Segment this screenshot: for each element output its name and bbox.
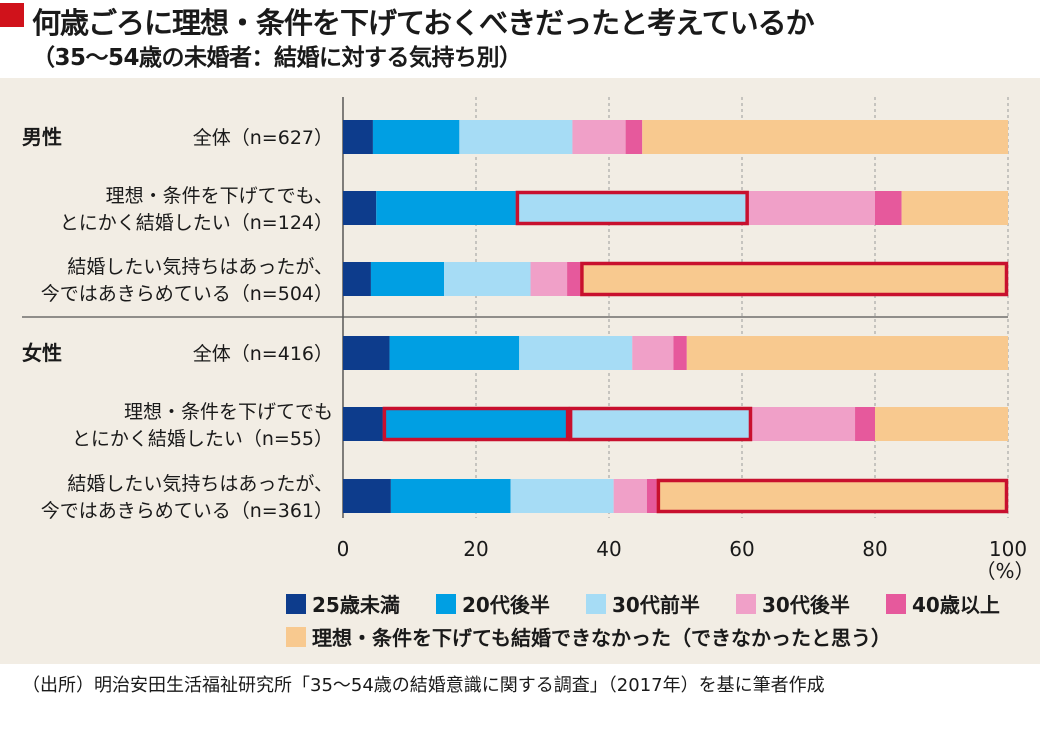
row-label: 全体（n=627） xyxy=(193,127,333,149)
bar-segment xyxy=(875,407,1008,441)
legend-swatch xyxy=(886,594,906,614)
bar-segment xyxy=(343,407,383,441)
x-tick-label: 20 xyxy=(463,537,488,561)
legend-label: 20代後半 xyxy=(462,593,550,617)
bar-segment xyxy=(686,336,1008,370)
row-label: 理想・条件を下げてでも xyxy=(124,401,333,423)
bar-segment xyxy=(625,120,643,154)
bar-segment xyxy=(567,262,581,296)
bar-segment xyxy=(642,120,1008,154)
bar-segment xyxy=(748,191,875,225)
bar-segment xyxy=(459,120,573,154)
row-label: 今ではあきらめている（n=361） xyxy=(41,500,333,522)
bar-segment xyxy=(382,407,570,441)
legend-label: 30代後半 xyxy=(762,593,850,617)
legend-swatch xyxy=(286,594,306,614)
legend-label: 30代前半 xyxy=(612,593,700,617)
row-label: 結婚したい気持ちはあったが、 xyxy=(67,473,333,495)
bar-segment xyxy=(343,191,377,225)
x-tick-label: 80 xyxy=(862,537,887,561)
bar-segment xyxy=(572,120,626,154)
bar-segment xyxy=(569,407,752,441)
bar-segment xyxy=(444,262,531,296)
legend-swatch xyxy=(286,627,306,647)
chart-title: 何歳ごろに理想・条件を下げておくべきだったと考えているか xyxy=(32,6,815,40)
bar-segment xyxy=(901,191,1008,225)
bar-segment xyxy=(855,407,875,441)
legend-label: 25歳未満 xyxy=(312,593,400,617)
row-label: とにかく結婚したい（n=55） xyxy=(72,428,333,450)
bar-segment xyxy=(389,336,520,370)
highlight-box xyxy=(515,190,749,226)
bar-segment xyxy=(343,479,391,513)
x-tick-label: 40 xyxy=(596,537,621,561)
highlight-box xyxy=(568,406,753,442)
bar-segment xyxy=(510,479,614,513)
legend-label: 40歳以上 xyxy=(912,593,1000,617)
row-label: 理想・条件を下げてでも、 xyxy=(106,185,333,207)
x-tick-label: 0 xyxy=(337,537,350,561)
chart-background xyxy=(0,78,1040,664)
bar-segment xyxy=(515,191,749,225)
group-label: 女性 xyxy=(22,341,62,365)
bar-segment xyxy=(343,336,390,370)
bar-segment xyxy=(343,120,373,154)
row-label: 今ではあきらめている（n=504） xyxy=(41,283,333,305)
legend-label: 理想・条件を下げても結婚できなかった（できなかったと思う） xyxy=(312,626,891,650)
legend-swatch xyxy=(436,594,456,614)
bar-segment xyxy=(519,336,633,370)
title-area: 何歳ごろに理想・条件を下げておくべきだったと考えているか （35〜54歳の未婚者… xyxy=(0,0,1040,78)
bar-segment xyxy=(372,120,460,154)
title-marker xyxy=(0,3,24,27)
bar-segment xyxy=(613,479,647,513)
row-label: 結婚したい気持ちはあったが、 xyxy=(67,256,333,278)
group-label: 男性 xyxy=(22,125,62,149)
legend-swatch xyxy=(586,594,606,614)
bar-segment xyxy=(390,479,511,513)
source-note: （出所）明治安田生活福祉研究所「35〜54歳の結婚意識に関する調査」（2017年… xyxy=(22,675,825,696)
highlight-box xyxy=(382,406,570,442)
legend-swatch xyxy=(736,594,756,614)
bar-segment xyxy=(875,191,902,225)
highlight-box xyxy=(580,261,1009,297)
bar-segment xyxy=(632,336,674,370)
bar-segment xyxy=(530,262,568,296)
x-tick-label: 60 xyxy=(729,537,754,561)
highlight-box xyxy=(656,478,1009,514)
bar-segment xyxy=(673,336,687,370)
bar-segment xyxy=(751,407,856,441)
row-label: とにかく結婚したい（n=124） xyxy=(60,212,333,234)
bar-segment xyxy=(656,479,1008,513)
row-label: 全体（n=416） xyxy=(193,343,333,365)
bar-segment xyxy=(580,262,1008,296)
chart-subtitle: （35〜54歳の未婚者：結婚に対する気持ち別） xyxy=(32,45,522,71)
bar-segment xyxy=(646,479,657,513)
bar-segment xyxy=(376,191,516,225)
bar-segment xyxy=(343,262,371,296)
x-tick-label: 100 xyxy=(989,537,1027,561)
bar-segment xyxy=(370,262,445,296)
x-unit-label: （%） xyxy=(975,559,1034,583)
